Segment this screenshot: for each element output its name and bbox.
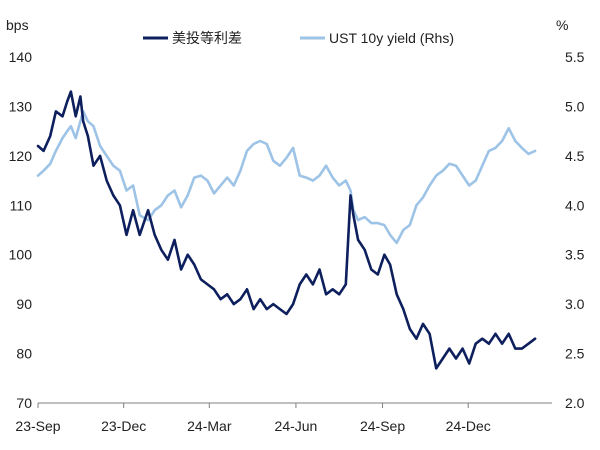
right-axis-tick-label: 2.5 xyxy=(565,346,585,362)
x-axis-tick-label: 24-Jun xyxy=(275,418,318,434)
right-axis-tick-label: 5.5 xyxy=(565,49,585,65)
left-axis-tick-label: 130 xyxy=(9,98,33,114)
x-axis-tick-label: 24-Dec xyxy=(446,418,491,434)
right-axis-unit-label: % xyxy=(556,17,568,33)
x-axis-tick-label: 24-Mar xyxy=(187,418,232,434)
left-axis-tick-label: 70 xyxy=(16,395,32,411)
x-axis-tick-label: 23-Sep xyxy=(15,418,60,434)
right-axis-tick-label: 3.5 xyxy=(565,247,585,263)
left-axis-tick-label: 110 xyxy=(10,197,33,213)
x-axis-tick-label: 24-Sep xyxy=(360,418,405,434)
right-axis-tick-label: 4.5 xyxy=(565,148,585,164)
series-line-ust-10y-yield xyxy=(36,110,537,245)
legend-label-spread: 美投等利差 xyxy=(172,30,242,46)
left-axis-unit-label: bps xyxy=(6,17,29,33)
right-axis-tick-label: 4.0 xyxy=(565,197,585,213)
right-axis-tick-label: 3.0 xyxy=(565,296,585,312)
left-axis-tick-label: 100 xyxy=(9,247,33,263)
right-axis-tick-label: 2.0 xyxy=(565,395,585,411)
series-line-spread xyxy=(36,90,537,370)
left-axis-tick-label: 140 xyxy=(9,49,33,65)
left-axis-tick-label: 90 xyxy=(16,296,32,312)
right-axis-tick-label: 5.0 xyxy=(565,98,585,114)
x-axis-tick-label: 23-Dec xyxy=(101,418,146,434)
left-axis-tick-label: 80 xyxy=(16,346,32,362)
legend-label-ust: UST 10y yield (Rhs) xyxy=(329,30,454,46)
left-axis-tick-label: 120 xyxy=(9,148,33,164)
